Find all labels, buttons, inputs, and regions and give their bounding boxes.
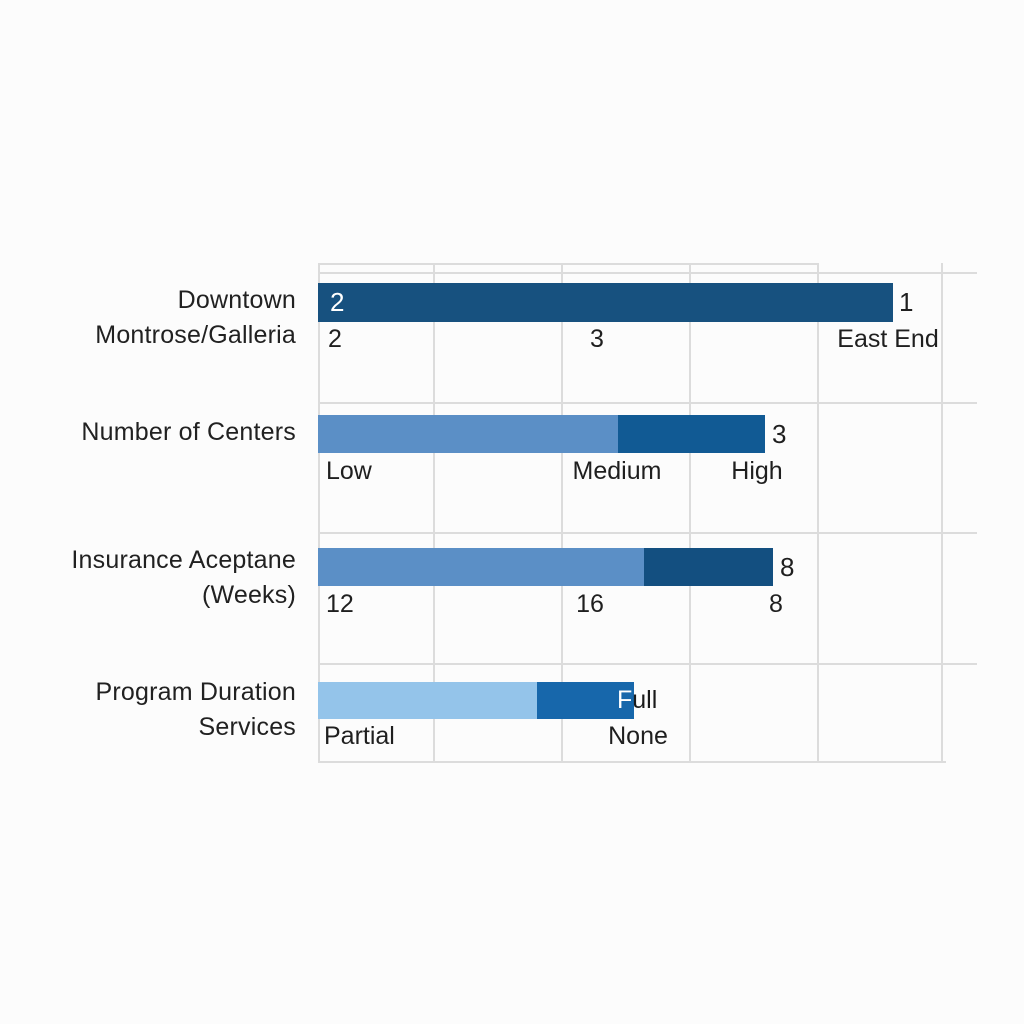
gridline-horizontal: [318, 663, 977, 665]
category-line: Downtown: [177, 286, 296, 314]
tick-label: 12: [326, 590, 354, 618]
tick-label: 2: [328, 325, 342, 353]
category-line: Services: [198, 713, 296, 741]
tick-label: 3: [590, 325, 604, 353]
tick-label: Low: [326, 457, 372, 485]
category-label-insurance-acceptance: Insurance Aceptane (Weeks): [0, 543, 296, 613]
gridline-vertical: [941, 263, 943, 762]
bar-segment: [318, 548, 644, 586]
gridline-horizontal: [318, 532, 977, 534]
bar-end-value: 1: [899, 287, 914, 317]
gridline-vertical: [689, 263, 691, 762]
bar-segment: 2: [318, 283, 893, 322]
tick-label: None: [608, 722, 668, 750]
bar-inside-value: 2: [330, 287, 345, 317]
tick-label: 16: [576, 590, 604, 618]
bar-segment: [318, 682, 537, 719]
bar-end-value: 8: [780, 551, 795, 582]
gridline-horizontal: [318, 263, 817, 265]
gridline-horizontal: [318, 272, 977, 274]
category-line: Insurance Aceptane: [71, 546, 296, 574]
category-line: Montrose/Galleria: [95, 321, 296, 349]
gridline-horizontal: [318, 761, 946, 763]
bar-end-value-on-bar: F: [617, 686, 633, 714]
bar-segment: [318, 415, 618, 453]
category-label-downtown-montrose: Downtown Montrose/Galleria: [0, 283, 296, 353]
category-line: Number of Centers: [81, 418, 296, 446]
bar-segment: [644, 548, 773, 586]
gridline-vertical: [318, 263, 320, 762]
tick-label: High: [731, 457, 783, 485]
gridline-vertical: [561, 263, 563, 762]
tick-label: 8: [769, 590, 783, 618]
gridline-horizontal: [318, 402, 977, 404]
bar-segment: [618, 415, 765, 453]
gridline-vertical: [817, 263, 819, 762]
bar-end-value: 3: [772, 418, 787, 449]
category-line: (Weeks): [201, 581, 296, 609]
category-label-program-duration: Program Duration Services: [0, 675, 296, 745]
tick-label: Partial: [324, 722, 395, 750]
tick-label: Medium: [572, 457, 662, 485]
bar-end-value-full: Full: [617, 682, 657, 719]
tick-label: East End: [837, 325, 939, 353]
bar-end-value-off-bar: ull: [632, 686, 658, 714]
category-label-number-of-centers: Number of Centers: [0, 415, 296, 450]
category-line: Program Duration: [95, 678, 296, 706]
bar-segment: [537, 682, 634, 719]
gridline-vertical: [433, 263, 435, 762]
